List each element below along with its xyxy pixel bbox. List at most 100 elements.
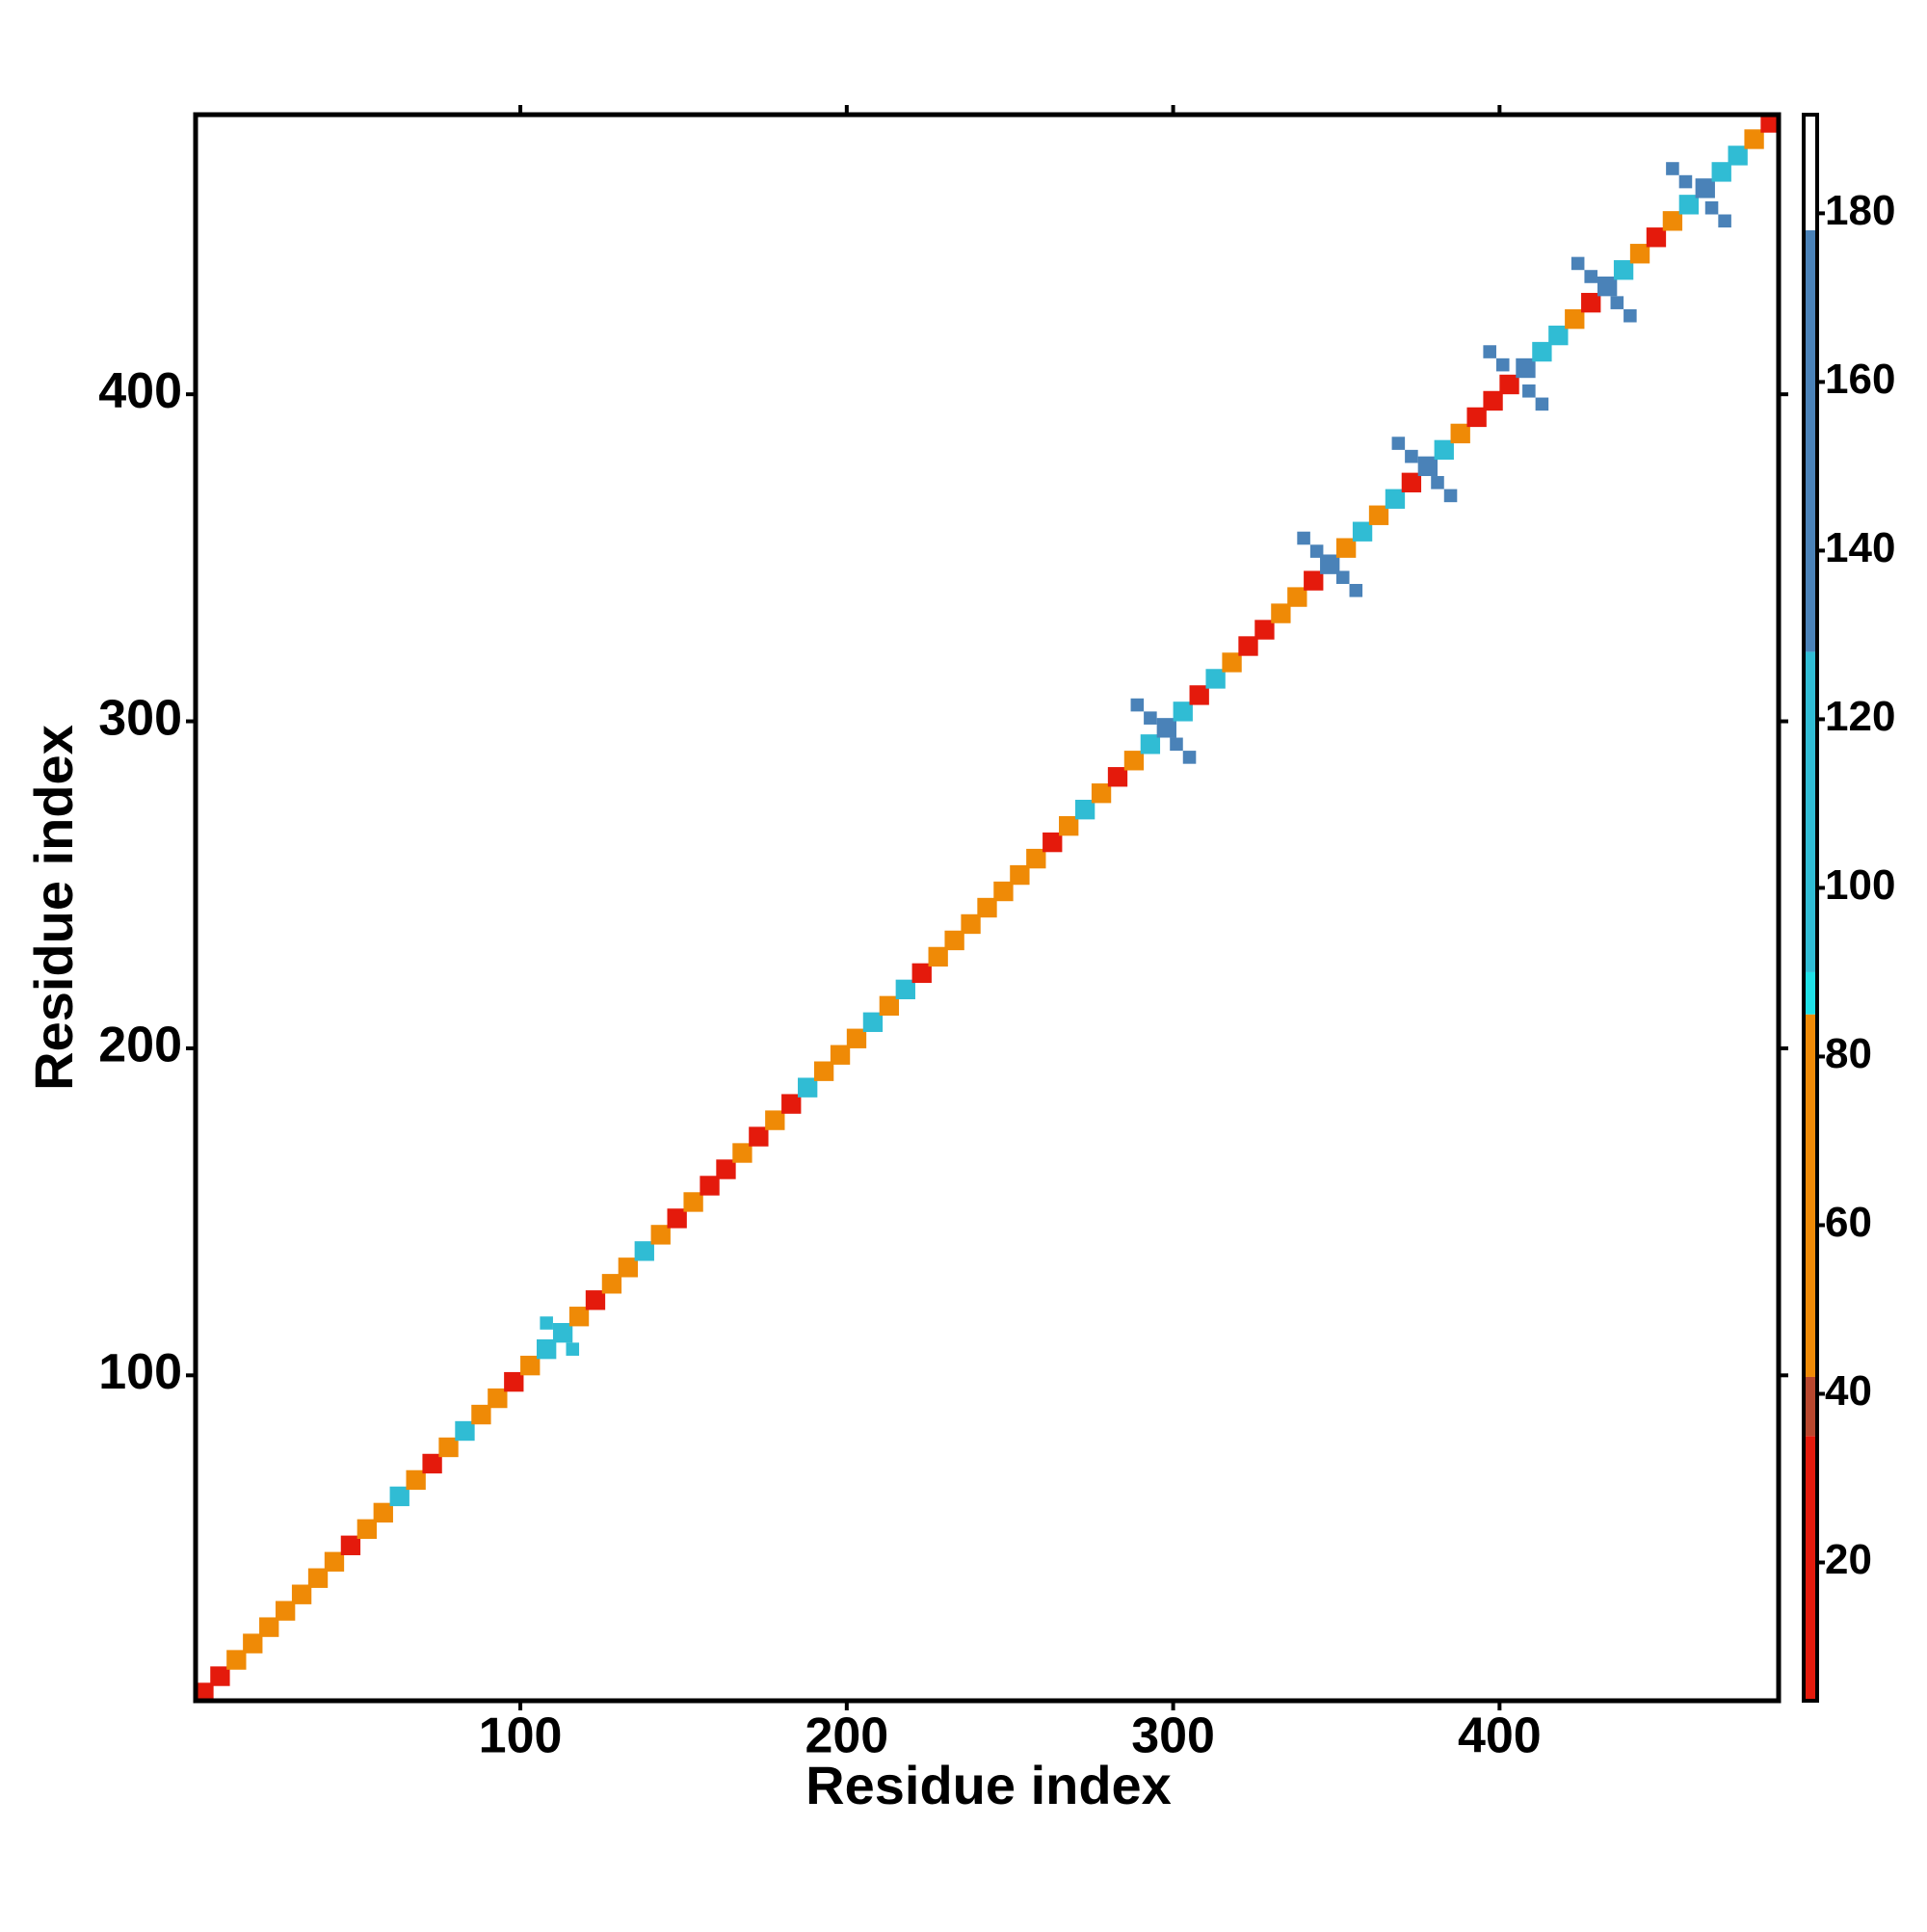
plot-frame bbox=[193, 112, 1782, 1704]
heatmap-cell bbox=[1254, 620, 1275, 640]
heatmap-cell bbox=[340, 1535, 361, 1555]
heatmap-cell bbox=[1385, 489, 1406, 509]
colorbar-segment bbox=[1804, 1376, 1817, 1437]
heatmap-cell bbox=[1222, 652, 1242, 673]
heatmap-cell bbox=[1678, 174, 1693, 189]
heatmap-cell bbox=[1309, 544, 1324, 558]
heatmap-cell bbox=[1059, 815, 1079, 836]
heatmap-cell bbox=[520, 1355, 541, 1376]
heatmap-cell bbox=[683, 1192, 703, 1212]
x-tick-label: 400 bbox=[1458, 1708, 1542, 1764]
heatmap-cell bbox=[1646, 227, 1667, 248]
heatmap-cell bbox=[618, 1257, 639, 1278]
heatmap-cell bbox=[1597, 276, 1618, 297]
heatmap-cell bbox=[911, 963, 932, 984]
heatmap-cell bbox=[1320, 554, 1340, 574]
heatmap-cell bbox=[1443, 489, 1458, 503]
colorbar-tick-label: 180 bbox=[1825, 187, 1895, 234]
heatmap-cell bbox=[1304, 570, 1324, 591]
heatmap-cell bbox=[1130, 698, 1145, 712]
heatmap-cell bbox=[210, 1666, 230, 1686]
heatmap-cell bbox=[1623, 308, 1637, 323]
heatmap-cell bbox=[928, 946, 948, 967]
heatmap-cell bbox=[601, 1274, 622, 1294]
heatmap-cell bbox=[537, 1338, 557, 1360]
heatmap-cell bbox=[1434, 439, 1454, 461]
heatmap-cell bbox=[1613, 260, 1634, 280]
heatmap-cell bbox=[1499, 374, 1519, 395]
heatmap-cell bbox=[830, 1045, 851, 1065]
heatmap-cell bbox=[1238, 636, 1258, 656]
heatmap-cell bbox=[667, 1208, 687, 1229]
heatmap-cell bbox=[243, 1633, 263, 1654]
heatmap-cell bbox=[961, 913, 981, 935]
heatmap-cell bbox=[1156, 718, 1176, 738]
heatmap-cell bbox=[1666, 162, 1679, 175]
heatmap-cell bbox=[406, 1469, 426, 1491]
heatmap-cell bbox=[1335, 538, 1357, 558]
colorbar-segment bbox=[1804, 971, 1817, 1015]
heatmap-cell bbox=[1189, 685, 1209, 705]
heatmap-cell bbox=[944, 930, 964, 951]
heatmap-cell bbox=[1695, 178, 1715, 198]
heatmap-cell bbox=[1391, 437, 1406, 450]
heatmap-cell bbox=[307, 1568, 329, 1588]
heatmap-cell bbox=[1297, 531, 1310, 545]
heatmap-cell bbox=[1335, 570, 1350, 585]
y-tick-label: 400 bbox=[98, 363, 182, 419]
heatmap-cell bbox=[862, 1012, 884, 1032]
heatmap-cell bbox=[1629, 244, 1650, 264]
colorbar-tick-label: 120 bbox=[1825, 693, 1895, 740]
heatmap-cell bbox=[1140, 734, 1161, 754]
heatmap-cell bbox=[1495, 357, 1510, 372]
x-tick-label: 200 bbox=[805, 1708, 888, 1764]
heatmap-cell bbox=[194, 1682, 214, 1703]
colorbar-segment bbox=[1804, 1014, 1817, 1377]
heatmap-cell bbox=[438, 1437, 459, 1458]
heatmap-cell bbox=[1144, 711, 1157, 725]
heatmap-cell bbox=[540, 1316, 553, 1330]
heatmap-cell bbox=[765, 1110, 785, 1130]
heatmap-cell bbox=[1431, 476, 1444, 490]
cells bbox=[194, 113, 1781, 1703]
x-axis-title: Residue index bbox=[805, 1755, 1172, 1815]
colorbar-segment bbox=[1804, 651, 1817, 972]
heatmap-cell bbox=[1466, 407, 1487, 428]
heatmap-cell bbox=[585, 1290, 606, 1310]
heatmap-cell bbox=[275, 1601, 296, 1621]
heatmap-cell bbox=[1074, 800, 1095, 820]
heatmap-cell bbox=[1584, 270, 1597, 283]
colorbar-segment bbox=[1804, 1436, 1817, 1701]
y-tick-label: 300 bbox=[98, 690, 182, 746]
heatmap-cell bbox=[1610, 296, 1624, 309]
heatmap-cell bbox=[1170, 737, 1183, 752]
colorbar-tick-label: 20 bbox=[1825, 1536, 1872, 1583]
heatmap-cell bbox=[1548, 325, 1569, 346]
heatmap-cell bbox=[1026, 848, 1046, 869]
colorbar-tick-label: 80 bbox=[1825, 1030, 1872, 1077]
colorbar-tick-label: 160 bbox=[1825, 356, 1895, 403]
heatmap-cell bbox=[895, 979, 915, 1000]
heatmap-cell bbox=[732, 1143, 752, 1163]
y-axis-title: Residue index bbox=[23, 725, 84, 1091]
heatmap-cell bbox=[1711, 162, 1731, 182]
y-tick-label: 200 bbox=[98, 1018, 182, 1073]
heatmap-cell bbox=[1450, 423, 1470, 444]
heatmap-cell bbox=[1522, 384, 1536, 398]
heatmap-cell bbox=[1532, 341, 1552, 362]
colorbar-tick-label: 60 bbox=[1825, 1199, 1872, 1246]
heatmap-cell bbox=[1744, 129, 1764, 149]
heatmap-cell bbox=[1417, 456, 1438, 477]
heatmap-cell bbox=[566, 1342, 580, 1356]
heatmap-cell bbox=[650, 1225, 671, 1245]
colorbar-tick-label: 40 bbox=[1825, 1367, 1872, 1415]
heatmap-cell bbox=[1718, 214, 1731, 228]
heatmap-cell bbox=[1010, 864, 1030, 886]
heatmap-cell bbox=[1565, 308, 1585, 330]
x-tick-label: 300 bbox=[1131, 1708, 1215, 1764]
heatmap-cell bbox=[1401, 472, 1422, 492]
heatmap-cell bbox=[1271, 603, 1291, 623]
heatmap-cell bbox=[324, 1551, 345, 1572]
